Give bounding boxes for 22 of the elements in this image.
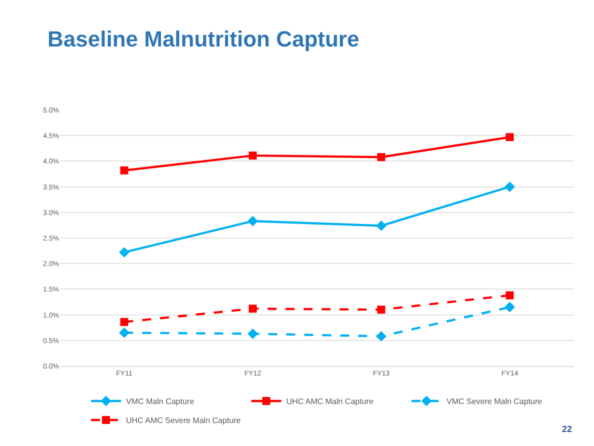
point xyxy=(120,318,128,326)
point xyxy=(376,331,386,342)
point xyxy=(504,302,515,312)
legend-label: UHC AMC Severe Maln Capture xyxy=(126,416,242,426)
text: 22 xyxy=(562,424,572,434)
point xyxy=(376,220,386,231)
point xyxy=(248,304,257,313)
legend-label: VMC Severe Maln Capture xyxy=(446,397,543,406)
point xyxy=(377,153,386,162)
point xyxy=(119,247,130,258)
point xyxy=(248,328,258,339)
point xyxy=(248,216,258,226)
chart-title: Baseline Malnutrition Capture xyxy=(48,26,360,52)
point xyxy=(120,166,128,174)
point xyxy=(504,182,515,192)
point xyxy=(248,152,257,160)
point xyxy=(506,291,514,300)
point xyxy=(377,306,386,314)
point xyxy=(506,133,514,142)
legend-label: VMC Maln Capture xyxy=(126,397,195,406)
legend-label: UHC AMC Maln Capture xyxy=(286,397,374,406)
point xyxy=(119,328,130,338)
